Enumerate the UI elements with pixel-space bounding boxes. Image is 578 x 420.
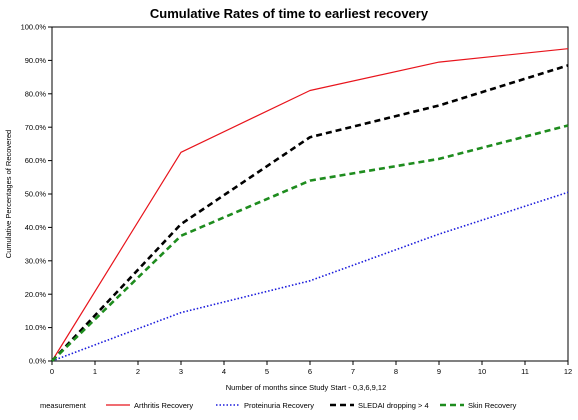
x-tick-label: 4 [222, 367, 226, 376]
legend-label: Arthritis Recovery [134, 401, 193, 410]
y-tick-label: 10.0% [25, 323, 47, 332]
plot-frame [51, 26, 569, 362]
series-line-4 [51, 124, 569, 362]
x-tick-label: 12 [564, 367, 572, 376]
x-axis-label: Number of months since Study Start - 0,3… [226, 383, 387, 392]
y-tick-label: 20.0% [25, 290, 47, 299]
legend-label: Skin Recovery [468, 401, 517, 410]
y-tick-label: 100.0% [21, 23, 47, 32]
x-tick-label: 1 [93, 367, 97, 376]
x-tick-label: 5 [265, 367, 269, 376]
legend-label: Proteinuria Recovery [244, 401, 314, 410]
x-tick-label: 7 [351, 367, 355, 376]
y-tick-label: 60.0% [25, 156, 47, 165]
x-tick-label: 8 [394, 367, 398, 376]
x-tick-label: 9 [437, 367, 441, 376]
y-tick-label: 0.0% [29, 357, 46, 366]
legend-title: measurement [40, 401, 87, 410]
y-tick-label: 80.0% [25, 89, 47, 98]
x-axis: 0 1 2 3 4 5 6 7 8 9 10 11 12 [50, 361, 572, 376]
series-line-1 [51, 48, 569, 362]
y-axis: 0.0% 10.0% 20.0% 30.0% 40.0% 50.0% 60.0% 70.0% 8… [21, 23, 52, 366]
x-tick-label: 0 [50, 367, 54, 376]
x-tick-label: 6 [308, 367, 312, 376]
y-tick-label: 30.0% [25, 256, 47, 265]
x-tick-label: 3 [179, 367, 183, 376]
y-tick-label: 40.0% [25, 223, 47, 232]
y-tick-label: 50.0% [25, 190, 47, 199]
y-tick-label: 70.0% [25, 123, 47, 132]
x-tick-label: 10 [478, 367, 486, 376]
series-lines [51, 48, 569, 362]
series-line-2 [51, 191, 569, 362]
x-tick-label: 11 [521, 367, 529, 376]
legend: measurement Arthritis Recovery Proteinuri… [40, 401, 517, 410]
chart-title: Cumulative Rates of time to earliest rec… [150, 6, 429, 21]
y-axis-label: Cumulative Percentages of Recovered [4, 130, 13, 258]
y-tick-label: 90.0% [25, 56, 47, 65]
x-tick-label: 2 [136, 367, 140, 376]
legend-label: SLEDAI dropping > 4 [358, 401, 429, 410]
series-line-3 [51, 64, 569, 362]
